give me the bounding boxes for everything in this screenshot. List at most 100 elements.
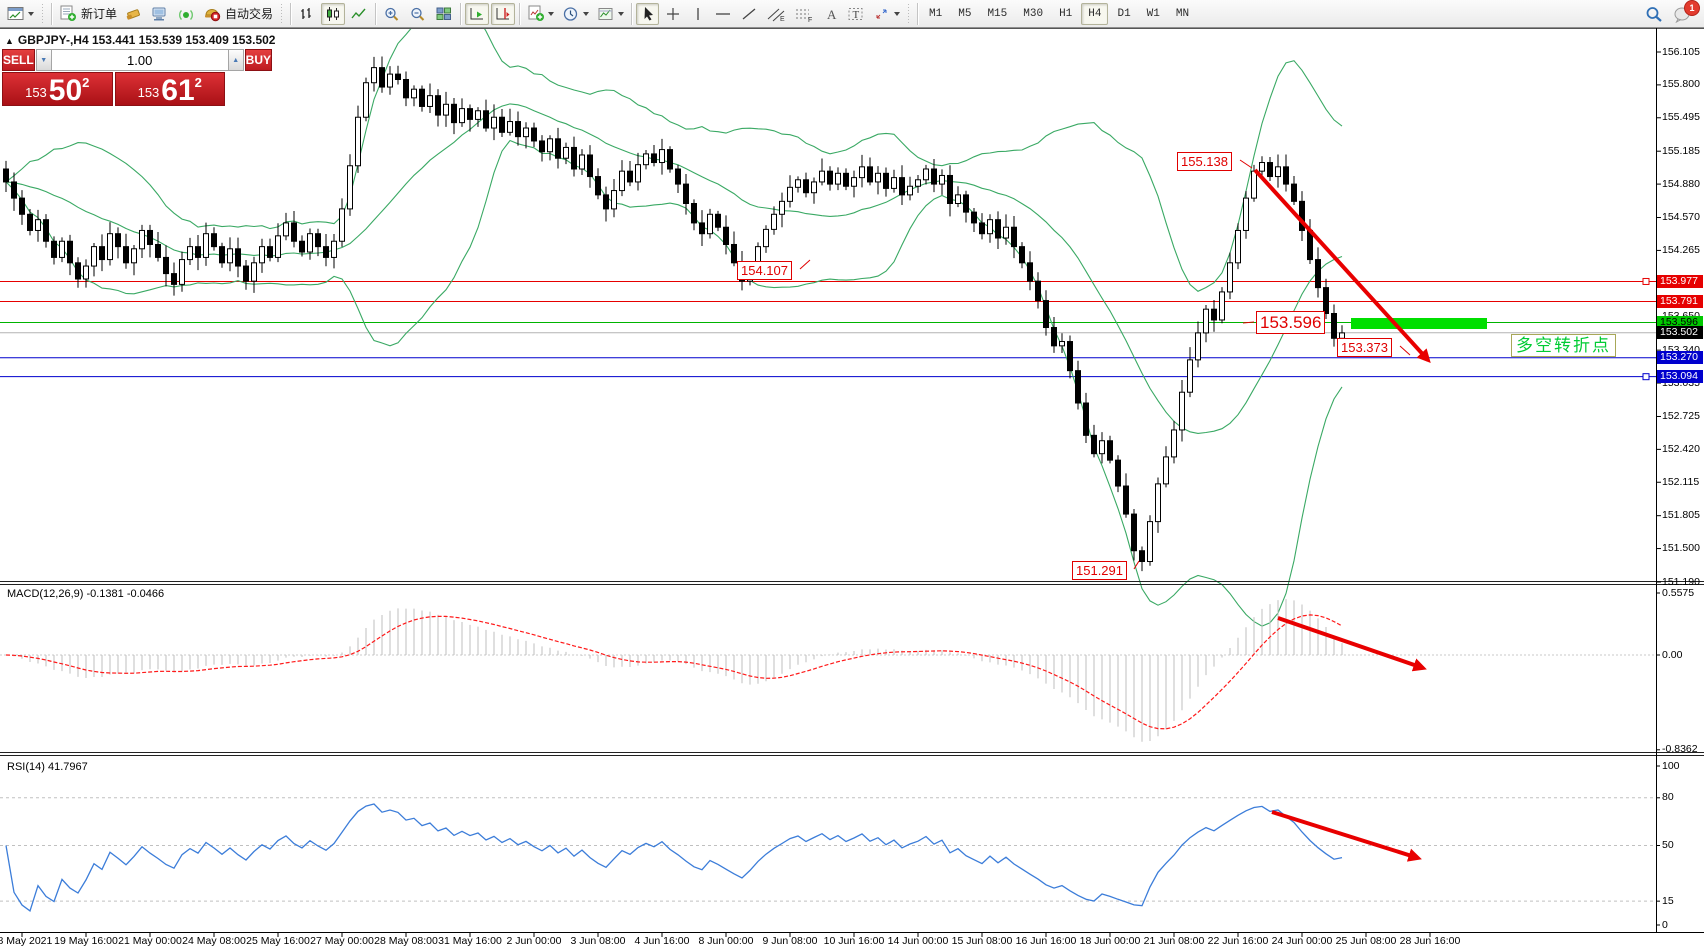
bid-quote[interactable]: 153 50 2: [2, 72, 113, 106]
time-axis-label: 21 May 00:00: [118, 935, 182, 947]
collapse-quote-icon[interactable]: ▲: [5, 36, 14, 46]
signal-button[interactable]: [174, 3, 198, 25]
toolbar-grip[interactable]: [280, 3, 285, 24]
rsi-axis-tick: 80: [1662, 791, 1674, 804]
autotrading-button[interactable]: 自动交易: [200, 3, 276, 25]
cursor-button[interactable]: [636, 2, 660, 25]
timeframe-d1[interactable]: D1: [1117, 7, 1131, 20]
cursor-icon: [644, 6, 653, 20]
price-marker-153.270: 153.270: [1657, 351, 1703, 365]
terminal-button[interactable]: [148, 3, 172, 25]
trendline-button[interactable]: [737, 3, 761, 25]
periods-button[interactable]: [559, 3, 592, 25]
timeframe-m30[interactable]: M30: [1023, 7, 1044, 20]
vertical-line-icon: [696, 7, 699, 20]
timeframe-mn[interactable]: MN: [1175, 7, 1190, 20]
time-axis-label: 15 Jun 08:00: [951, 935, 1013, 947]
time-axis-label: 25 Jun 08:00: [1335, 935, 1397, 947]
price-axis-tick: 151.190: [1662, 575, 1700, 588]
auto-scroll-button[interactable]: [465, 2, 490, 25]
fibonacci-button[interactable]: F: [791, 3, 817, 25]
ask-big-figure: 153: [137, 85, 160, 100]
price-axis-tick: 151.805: [1662, 509, 1700, 522]
zoom-out-button[interactable]: [406, 3, 430, 25]
time-axis-label: 28 May 08:00: [374, 935, 438, 947]
new-chart-dropdown[interactable]: [28, 11, 34, 16]
templates-button[interactable]: [594, 3, 627, 25]
time-axis-label: 24 May 08:00: [182, 935, 246, 947]
chart-shift-button[interactable]: [491, 2, 516, 25]
tile-windows-button[interactable]: [432, 3, 456, 25]
buy-button[interactable]: BUY: [244, 49, 273, 71]
time-axis-label: 9 Jun 08:00: [762, 935, 818, 947]
sell-button[interactable]: SELL: [2, 49, 35, 71]
bar-chart-icon: [301, 7, 311, 19]
indicators-dropdown[interactable]: [548, 11, 555, 16]
ask-pipette: 2: [194, 75, 202, 90]
trendline-icon: [742, 8, 756, 19]
text-label-icon: T: [848, 7, 863, 21]
horizontal-line-button[interactable]: [711, 3, 735, 25]
volume-increase-button[interactable]: ▲: [227, 49, 244, 71]
arrows-dropdown[interactable]: [894, 11, 901, 16]
eraser-button[interactable]: [122, 3, 146, 25]
vertical-line-button[interactable]: [686, 3, 709, 25]
price-marker-153.791: 153.791: [1657, 295, 1703, 309]
volume-control: ▼ ▲: [35, 49, 244, 71]
indicators-button[interactable]: [524, 3, 557, 25]
time-axis-label: 4 Jun 16:00: [634, 935, 690, 947]
timeframe-h1[interactable]: H1: [1059, 7, 1073, 20]
time-axis-label: 31 May 16:00: [438, 935, 502, 947]
price-callout-151.291: 151.291: [1072, 561, 1127, 580]
bar-chart-button[interactable]: [295, 3, 319, 25]
time-axis-label: 28 Jun 16:00: [1399, 935, 1461, 947]
crosshair-button[interactable]: [661, 3, 684, 25]
timeframe-m5[interactable]: M5: [958, 7, 972, 20]
toolbar-grip[interactable]: [41, 3, 45, 24]
price-marker-153.502: 153.502: [1657, 326, 1703, 340]
price-callout-153.373: 153.373: [1337, 338, 1392, 357]
toolbar-grip[interactable]: [907, 3, 912, 24]
candlestick-chart-button[interactable]: [321, 2, 346, 25]
time-axis-label: 25 May 16:00: [246, 935, 310, 947]
terminal-icon: [152, 7, 166, 20]
toolbar-separator: [631, 2, 633, 25]
notifications-button[interactable]: 1: [1669, 0, 1700, 25]
line-chart-button[interactable]: [347, 3, 371, 25]
svg-text:T: T: [853, 9, 860, 21]
volume-decrease-button[interactable]: ▼: [35, 49, 52, 71]
equidistant-channel-button[interactable]: E: [763, 3, 789, 25]
tile-windows-icon: [436, 7, 452, 20]
horizontal-line-icon: [716, 12, 731, 15]
zoom-in-button[interactable]: [380, 3, 404, 25]
timeframe-h4[interactable]: H4: [1081, 2, 1109, 25]
text-label-button[interactable]: T: [844, 3, 868, 25]
periods-dropdown[interactable]: [583, 11, 590, 16]
text-button[interactable]: A: [819, 3, 842, 25]
price-axis-tick: 155.800: [1662, 78, 1700, 91]
time-axis-label: 8 Jun 00:00: [698, 935, 754, 947]
timeframe-w1[interactable]: W1: [1146, 7, 1160, 20]
main-toolbar: 新订单 自动交易 E F A T M1 M5 M15 M30 H1 H4 D1 W1 MN 1: [0, 0, 1704, 28]
timeframe-m1[interactable]: M1: [929, 7, 943, 20]
search-button[interactable]: [1641, 3, 1667, 25]
ask-quote[interactable]: 153 61 2: [114, 72, 225, 106]
new-chart-button[interactable]: [4, 3, 37, 25]
signal-icon: [179, 9, 193, 20]
price-axis-tick: 153.340: [1662, 343, 1700, 356]
time-axis-label: 10 Jun 16:00: [823, 935, 885, 947]
price-axis-tick: 152.420: [1662, 442, 1700, 455]
templates-dropdown[interactable]: [618, 11, 625, 16]
macd-axis-tick: -0.8362: [1662, 743, 1698, 756]
timeframe-m15[interactable]: M15: [987, 7, 1008, 20]
arrows-button[interactable]: [870, 3, 903, 25]
volume-input[interactable]: [51, 49, 228, 71]
price-axis-tick: 155.185: [1662, 144, 1700, 157]
eraser-icon: [126, 8, 140, 20]
bid-pips: 50: [48, 74, 83, 107]
new-order-button[interactable]: 新订单: [56, 3, 120, 25]
toolbar-separator: [375, 2, 377, 25]
toolbar-separator: [519, 2, 521, 25]
chart-canvas[interactable]: [0, 28, 1704, 951]
price-axis-tick: 151.500: [1662, 542, 1700, 555]
